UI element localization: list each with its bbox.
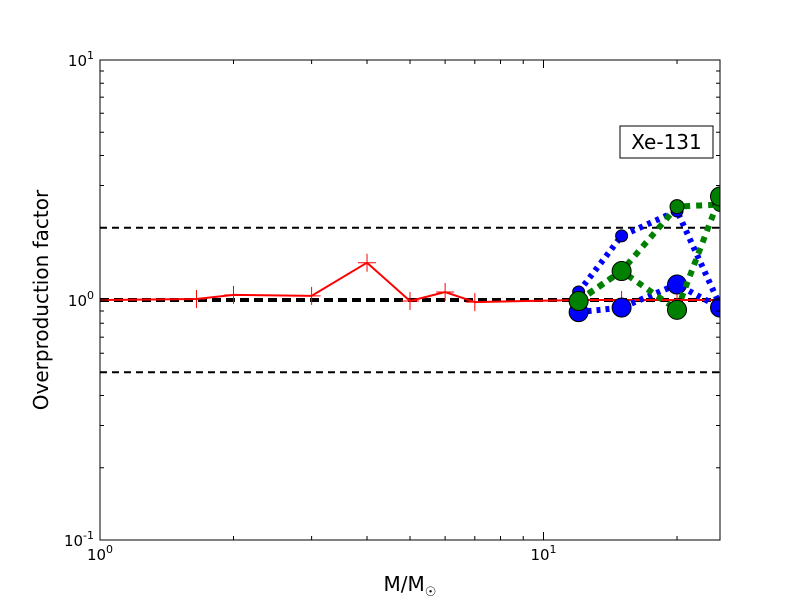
y-tick-label-exp-0: -1 [83,529,94,542]
series-4-point-1 [611,261,632,282]
minor-ticks [100,60,720,540]
series-4-line [576,195,720,315]
series-0-point-5 [401,292,419,311]
y-tick-label-base-0: 10 [64,532,83,550]
x-tick-label-base-1: 10 [530,546,549,564]
annotation-frame [619,125,714,159]
series-2-line [578,281,720,316]
series-3-point-2 [669,199,685,215]
series-4-point-3 [710,186,720,207]
series-0-line [100,261,720,304]
series-4-point-0 [568,291,589,312]
x-tick-label-exp-0: 0 [106,543,113,556]
series-0-point-3 [302,286,321,305]
x-axis-label: M/M☉ [384,572,437,600]
y-axis-label: Overproduction factor [29,189,53,410]
y-tick-label-base-2: 10 [68,52,87,70]
y-tick-label-1: 100 [68,289,94,310]
series-4 [568,186,720,320]
annotation-box: Xe-131 [619,125,714,159]
y-tick-label-exp-1: 0 [87,289,94,302]
series-1-point-1 [615,229,629,243]
y-tick-label-exp-2: 1 [87,49,94,62]
series-0-point-6 [436,282,455,301]
x-axis-label-main: M/M [384,572,425,596]
x-axis-label-sub: ☉ [425,585,437,600]
series-2-point-1 [611,297,632,318]
x-tick-label-exp-1: 1 [550,543,557,556]
series-0-point-1 [187,289,206,308]
plot-frame [99,59,721,541]
series-0-point-2 [224,285,243,304]
y-tick-label-0: 10-1 [64,529,94,550]
x-tick-label-base-0: 10 [87,546,106,564]
x-tick-label-1: 101 [530,543,556,564]
annotation-label: Xe-131 [631,130,702,154]
series-1-line [576,206,720,307]
series-2-point-3 [710,297,720,318]
series-4-point-2 [667,299,688,320]
series-layer [100,186,720,323]
x-tick-label-0: 100 [87,543,113,564]
y-tick-label-2: 101 [68,49,94,70]
y-tick-label-base-1: 10 [68,292,87,310]
series-0-point-7 [465,293,484,312]
series-0-point-4 [358,253,377,272]
